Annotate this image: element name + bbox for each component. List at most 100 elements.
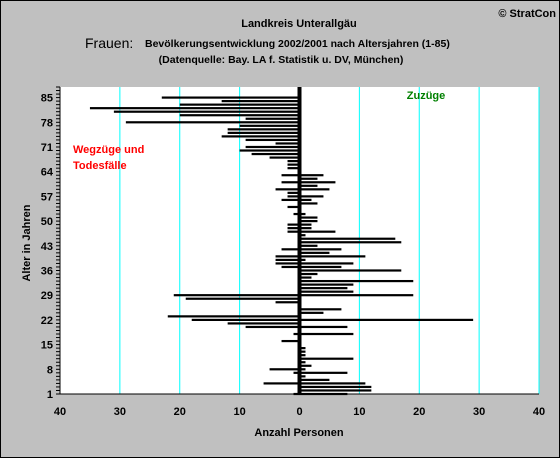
y-tick-label: 64	[41, 167, 54, 179]
bar-in-age-30	[299, 290, 354, 293]
bar-out-age-23	[167, 315, 300, 318]
bar-out-age-68	[269, 156, 300, 159]
bar-out-age-38	[275, 262, 300, 265]
bar-out-age-21	[227, 322, 300, 325]
y-tick-label: 36	[41, 265, 53, 277]
chart-subtitle: Bevölkerungsentwicklung 2002/2001 nach A…	[145, 38, 450, 50]
bar-out-age-83	[179, 103, 300, 106]
bar-out-age-52	[293, 212, 300, 216]
bar-out-age-69	[251, 152, 300, 156]
x-tick-label: 10	[234, 406, 246, 418]
bar-out-age-22	[191, 318, 300, 321]
bar-out-age-49	[287, 223, 300, 226]
bar-in-age-36	[299, 269, 402, 272]
bar-out-age-66	[287, 163, 300, 166]
bar-out-age-57	[287, 195, 300, 198]
bar-in-age-48	[299, 227, 312, 230]
bar-out-age-71	[245, 145, 300, 149]
bar-in-age-50	[299, 219, 318, 223]
bar-out-age-59	[275, 188, 300, 191]
bar-out-age-84	[221, 100, 300, 103]
chart-title: Landkreis Unterallgäu	[241, 18, 357, 30]
bar-out-age-58	[287, 191, 300, 194]
y-tick-label: 78	[41, 117, 53, 129]
bar-out-age-80	[179, 114, 300, 117]
bar-out-age-40	[275, 255, 300, 258]
x-tick-label: 40	[533, 406, 545, 418]
bar-in-age-2	[299, 389, 372, 392]
bar-in-age-29	[299, 294, 414, 297]
bar-in-age-8	[299, 368, 306, 371]
copyright: © StratCon	[498, 8, 556, 20]
bar-in-age-43	[299, 244, 318, 247]
bar-in-age-42	[299, 248, 342, 251]
y-tick-label: 8	[47, 364, 53, 376]
bar-out-age-70	[239, 149, 300, 152]
bar-in-age-7	[299, 371, 348, 374]
bar-out-age-27	[275, 301, 300, 304]
bar-out-age-39	[275, 258, 300, 262]
bar-out-age-77	[239, 124, 300, 127]
bar-in-age-6	[299, 375, 306, 378]
y-tick-label: 50	[41, 216, 53, 228]
bar-in-age-13	[299, 350, 306, 353]
bar-in-age-35	[299, 272, 318, 276]
bar-out-age-61	[281, 181, 300, 184]
bar-in-age-39	[299, 258, 306, 262]
chart-prefix: Frauen:	[85, 35, 133, 51]
bar-in-age-47	[299, 230, 336, 233]
y-tick-label: 43	[41, 241, 53, 253]
bar-in-age-10	[299, 361, 306, 364]
bar-in-age-24	[299, 311, 324, 314]
y-tick-label: 15	[41, 340, 53, 352]
right-annotation: Zuzüge	[407, 90, 446, 102]
bar-in-age-14	[299, 347, 306, 350]
bar-in-age-37	[299, 265, 342, 269]
bar-out-age-37	[281, 265, 300, 269]
bar-out-age-18	[293, 332, 300, 336]
bar-out-age-48	[287, 227, 300, 230]
bar-out-age-67	[287, 160, 300, 163]
x-tick-label: 20	[413, 406, 425, 418]
y-tick-label: 57	[41, 191, 53, 203]
bar-out-age-74	[221, 135, 300, 138]
x-axis-ticks: 40 30 20 10 0 10 20 30 40	[54, 393, 545, 418]
left-annotation-line1: Wegzüge und	[73, 144, 144, 156]
bar-out-age-85	[161, 96, 300, 99]
bar-out-age-79	[245, 117, 300, 120]
bar-out-age-47	[287, 230, 300, 233]
bar-in-age-59	[299, 188, 330, 191]
bar-out-age-78	[125, 121, 300, 124]
y-tick-label: 29	[41, 290, 53, 302]
bar-out-age-20	[245, 325, 300, 329]
bar-out-age-8	[269, 368, 300, 371]
bar-in-age-61	[299, 181, 336, 184]
x-tick-label: 0	[296, 406, 302, 418]
bar-in-age-22	[299, 318, 474, 321]
bar-out-age-75	[227, 131, 300, 134]
bar-in-age-25	[299, 308, 342, 311]
bar-in-age-51	[299, 216, 318, 219]
x-tick-label: 20	[174, 406, 186, 418]
bar-out-age-4	[263, 382, 300, 385]
x-axis-label: Anzahl Personen	[254, 427, 344, 439]
bar-in-age-5	[299, 378, 330, 381]
bar-in-age-40	[299, 255, 366, 258]
x-tick-label: 40	[54, 406, 66, 418]
bar-in-age-11	[299, 357, 354, 360]
bar-out-age-54	[287, 205, 300, 209]
bar-in-age-4	[299, 382, 366, 385]
bar-in-age-49	[299, 223, 312, 226]
bar-in-age-52	[299, 212, 306, 216]
bar-in-age-12	[299, 354, 306, 357]
bar-in-age-46	[299, 234, 306, 237]
bar-out-age-82	[89, 107, 300, 110]
bar-out-age-65	[287, 167, 300, 170]
bar-in-age-55	[299, 202, 318, 205]
bar-out-age-16	[281, 339, 300, 343]
bar-out-age-63	[281, 174, 300, 177]
bar-out-age-7	[293, 371, 300, 374]
chart-source: (Datenquelle: Bay. LA f. Statistik u. DV…	[159, 54, 404, 66]
